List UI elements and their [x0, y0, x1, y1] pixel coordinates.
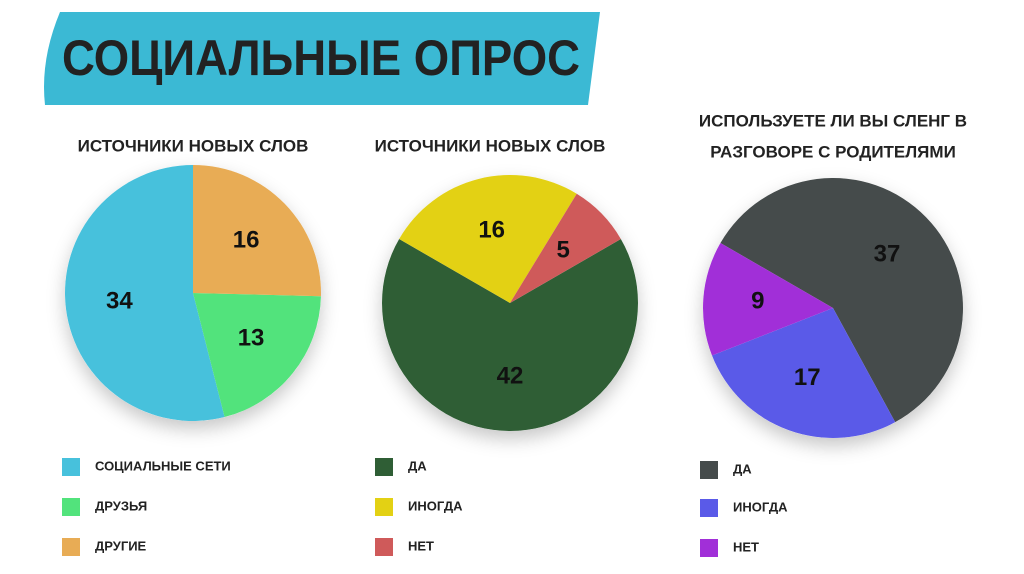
pie-slice	[65, 165, 225, 421]
legend-swatch	[62, 538, 80, 556]
pie-slice	[193, 165, 321, 297]
legend-label: СОЦИАЛЬНЫЕ СЕТИ	[95, 458, 231, 473]
legend-swatch	[700, 539, 718, 557]
legend-swatch	[375, 498, 393, 516]
chart-title: РАЗГОВОРЕ С РОДИТЕЛЯМИ	[710, 142, 956, 161]
legend-swatch	[375, 538, 393, 556]
value-label: 13	[238, 325, 265, 352]
pie-slice	[703, 243, 833, 356]
pie-slice	[510, 193, 621, 303]
chart-title: ИСПОЛЬЗУЕТЕ ЛИ ВЫ СЛЕНГ В	[699, 111, 967, 130]
legend-label: ИНОГДА	[408, 498, 463, 513]
value-label: 9	[751, 288, 764, 315]
legend-swatch	[700, 499, 718, 517]
value-label: 42	[497, 363, 524, 390]
value-label: 37	[874, 241, 901, 268]
pie-slice	[399, 175, 577, 303]
pie-slice	[711, 308, 896, 439]
value-label: 16	[478, 216, 505, 243]
legend-swatch	[62, 458, 80, 476]
legend-label: НЕТ	[408, 538, 434, 553]
pie-slice	[382, 239, 638, 431]
legend-label: ДРУЗЬЯ	[95, 498, 147, 513]
value-label: 17	[794, 364, 821, 391]
chart-title: ИСТОЧНИКИ НОВЫХ СЛОВ	[78, 136, 309, 155]
legend-swatch	[375, 458, 393, 476]
legend-swatch	[700, 461, 718, 479]
legend-label: ДА	[408, 458, 427, 473]
legend-label: ДА	[733, 461, 752, 476]
value-label: 16	[233, 227, 260, 254]
legend-swatch	[62, 498, 80, 516]
chart-title: ИСТОЧНИКИ НОВЫХ СЛОВ	[375, 136, 606, 155]
legend-label: ИНОГДА	[733, 499, 788, 514]
pie-slice	[720, 177, 963, 423]
page-title: СОЦИАЛЬНЫЕ ОПРОС	[62, 30, 580, 86]
legend-label: ДРУГИЕ	[95, 538, 147, 553]
legend-label: НЕТ	[733, 539, 759, 554]
value-label: 34	[106, 288, 133, 315]
pie-slice	[193, 293, 321, 418]
value-label: 5	[556, 237, 569, 264]
title-banner	[44, 12, 600, 105]
